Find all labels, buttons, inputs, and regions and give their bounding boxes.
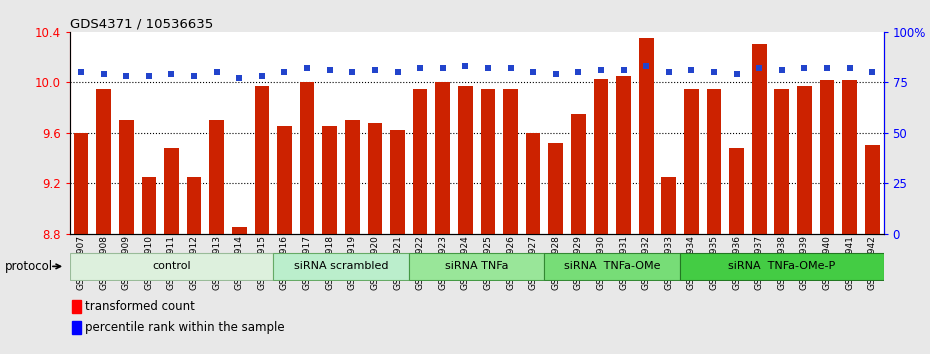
Bar xyxy=(481,88,496,234)
Point xyxy=(751,65,766,71)
Point xyxy=(73,69,88,75)
Bar xyxy=(775,88,790,234)
Bar xyxy=(345,120,360,234)
Bar xyxy=(544,252,680,280)
Text: protocol: protocol xyxy=(5,260,53,273)
Bar xyxy=(435,82,450,234)
Point xyxy=(549,72,564,77)
Point xyxy=(119,73,134,79)
Point xyxy=(367,67,382,73)
Text: transformed count: transformed count xyxy=(86,300,195,313)
Point xyxy=(323,67,338,73)
Point xyxy=(819,65,834,71)
Text: GDS4371 / 10536635: GDS4371 / 10536635 xyxy=(70,18,213,31)
Text: siRNA TNFa: siRNA TNFa xyxy=(445,261,509,271)
Text: siRNA  TNFa-OMe-P: siRNA TNFa-OMe-P xyxy=(728,261,835,271)
Bar xyxy=(273,252,409,280)
Point xyxy=(729,72,744,77)
Bar xyxy=(73,133,88,234)
Bar xyxy=(119,120,134,234)
Point xyxy=(797,65,812,71)
Bar xyxy=(639,38,654,234)
Point xyxy=(390,69,405,75)
Bar xyxy=(593,79,608,234)
Point xyxy=(661,69,676,75)
Bar xyxy=(323,126,337,234)
Point xyxy=(481,65,496,71)
Bar xyxy=(458,86,472,234)
Bar xyxy=(72,321,81,334)
Text: percentile rank within the sample: percentile rank within the sample xyxy=(86,321,285,335)
Bar xyxy=(661,177,676,234)
Point xyxy=(141,73,156,79)
Bar xyxy=(70,252,273,280)
Bar xyxy=(571,114,586,234)
Point xyxy=(616,67,631,73)
Bar xyxy=(209,120,224,234)
Bar xyxy=(413,88,428,234)
Bar xyxy=(751,45,766,234)
Bar xyxy=(299,82,314,234)
Point xyxy=(299,65,314,71)
Bar xyxy=(729,148,744,234)
Bar xyxy=(525,133,540,234)
Point xyxy=(232,75,246,81)
Bar xyxy=(707,88,722,234)
Point xyxy=(164,72,179,77)
Text: control: control xyxy=(153,261,191,271)
Point xyxy=(209,69,224,75)
Bar xyxy=(367,123,382,234)
Point xyxy=(503,65,518,71)
Bar xyxy=(617,76,631,234)
Point xyxy=(593,67,608,73)
Point xyxy=(345,69,360,75)
Bar xyxy=(409,252,544,280)
Text: siRNA  TNFa-OMe: siRNA TNFa-OMe xyxy=(564,261,660,271)
Bar xyxy=(503,88,518,234)
Text: siRNA scrambled: siRNA scrambled xyxy=(294,261,388,271)
Point xyxy=(187,73,202,79)
Point xyxy=(277,69,292,75)
Bar xyxy=(865,145,880,234)
Bar xyxy=(843,80,857,234)
Bar xyxy=(164,148,179,234)
Bar xyxy=(232,227,246,234)
Point xyxy=(435,65,450,71)
Point xyxy=(571,69,586,75)
Bar xyxy=(819,80,834,234)
Bar xyxy=(684,88,698,234)
Point xyxy=(413,65,428,71)
Bar xyxy=(797,86,812,234)
Bar xyxy=(391,130,405,234)
Bar xyxy=(187,177,202,234)
Point xyxy=(458,63,472,69)
Point xyxy=(525,69,540,75)
Bar xyxy=(549,143,563,234)
Bar xyxy=(141,177,156,234)
Point xyxy=(865,69,880,75)
Point xyxy=(843,65,857,71)
Point xyxy=(639,63,654,69)
Point xyxy=(255,73,270,79)
Point xyxy=(684,67,698,73)
Point xyxy=(775,67,790,73)
Point xyxy=(96,72,111,77)
Bar xyxy=(97,88,111,234)
Bar xyxy=(72,300,81,313)
Bar xyxy=(255,86,269,234)
Bar xyxy=(277,126,292,234)
Bar xyxy=(680,252,884,280)
Point xyxy=(707,69,722,75)
